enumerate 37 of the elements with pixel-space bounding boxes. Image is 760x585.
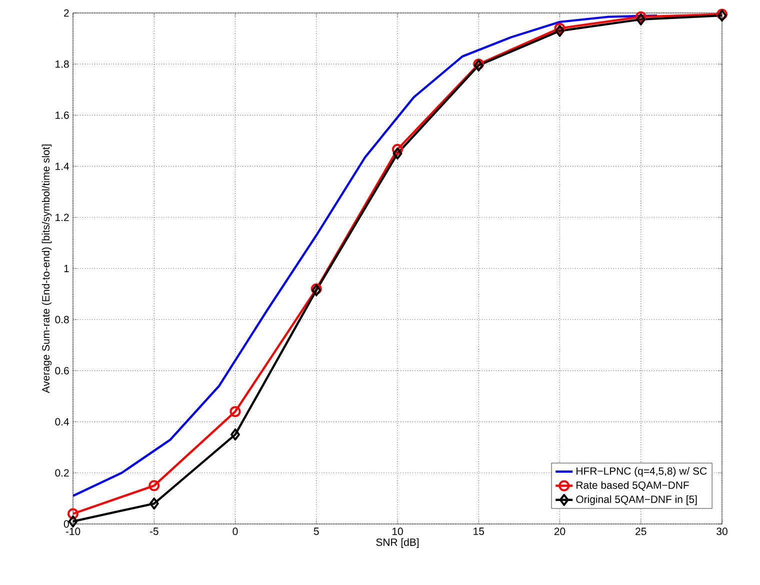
x-axis-title: SNR [dB]: [376, 538, 419, 548]
point: [555, 24, 565, 37]
y-tick-label: 1.2: [56, 214, 69, 222]
point: [636, 13, 646, 26]
y-tick-label: 2: [64, 9, 69, 17]
y-tick-label: 0.8: [55, 316, 69, 324]
y-tick-label: 0.4: [55, 418, 70, 426]
point: [635, 11, 646, 22]
x-tick-label: 10: [392, 528, 403, 536]
y-tick-label: 0.6: [55, 366, 69, 374]
point: [554, 22, 566, 34]
x-tick-label: -10: [66, 528, 80, 536]
point: [149, 498, 159, 510]
point: [230, 428, 240, 441]
y-tick-label: 1.4: [56, 162, 70, 170]
x-tick-label: 5: [314, 528, 319, 535]
legend-label: HFR−LPNC (q=4,5,8) w/ SC: [576, 467, 707, 477]
y-tick-label: 1.8: [56, 60, 69, 68]
point: [230, 406, 241, 418]
point: [392, 144, 404, 155]
point: [148, 480, 160, 492]
y-tick-label: 1: [64, 264, 69, 272]
y-tick-label: 1.6: [56, 111, 69, 119]
y-axis-title: Average Sum-rate (End-to-end) [bits/symbol/time slot]: [42, 144, 52, 394]
y-tick-label: 0.2: [55, 469, 69, 477]
legend-label: Rate based 5QAM−DNF: [576, 481, 689, 491]
x-tick-label: 15: [474, 528, 484, 535]
x-tick-label: 30: [716, 528, 728, 536]
x-tick-label: -5: [150, 528, 158, 535]
x-tick-label: 20: [554, 528, 566, 536]
point: [68, 508, 79, 520]
point: [68, 515, 78, 528]
legend-label: Original 5QAM−DNF in [5]: [576, 495, 697, 506]
y-tick-label: 0: [64, 520, 69, 528]
x-tick-label: 25: [636, 528, 646, 536]
point: [392, 148, 402, 160]
x-tick-label: 0: [232, 528, 238, 536]
